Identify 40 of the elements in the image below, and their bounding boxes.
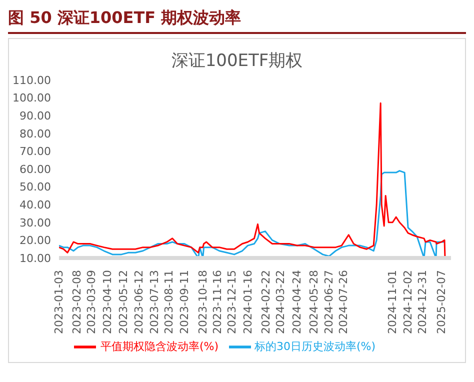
x-tick-label: 2024-12-31 [416,270,430,334]
y-tick-label: 70.00 [20,145,51,158]
chart-subtitle: 深证100ETF期权 [170,50,304,72]
line-series [59,170,446,258]
x-tick-label: 2024-03-22 [274,270,288,334]
x-tick-label: 2023-11-16 [210,270,224,334]
legend-label: 标的30日历史波动率(%) [254,340,376,354]
line-series [59,102,446,258]
x-tick-label: 2024-11-01 [386,270,400,334]
y-tick-label: 50.00 [20,180,51,194]
y-tick-label: 40.00 [20,198,51,212]
y-tick-label: 30.00 [20,216,51,230]
y-tick-label: 10.00 [20,252,51,265]
x-tick-label: 2023-06-12 [132,270,146,334]
legend-label: 平值期权隐含波动率(%) [100,340,218,354]
x-tick-label: 2023-04-10 [100,270,114,334]
x-tick-label: 2023-05-12 [116,270,130,334]
x-tick-label: 2024-05-28 [308,270,321,334]
x-tick-label: 2024-07-26 [337,270,350,334]
y-tick-label: 100.00 [12,92,51,105]
x-tick-label: 2024-12-02 [402,270,415,334]
x-tick-label: 2023-03-09 [84,270,98,334]
x-tick-label: 2023-12-15 [225,270,238,334]
y-tick-label: 90.00 [20,110,51,123]
x-tick-label: 2023-08-11 [162,270,176,334]
x-tick-label: 2025-02-07 [435,270,448,334]
y-tick-label: 110.00 [12,74,51,87]
x-tick-label: 2023-09-11 [178,270,191,334]
x-tick-label: 2024-04-24 [290,270,304,334]
y-tick-label: 60.00 [20,162,51,176]
y-tick-label: 20.00 [20,234,51,248]
x-tick-label: 2023-01-03 [52,270,66,334]
x-tick-label: 2024-01-16 [241,270,254,334]
y-tick-label: 80.00 [20,127,51,140]
x-tick-label: 2023-02-08 [70,270,84,334]
x-tick-label: 2024-02-22 [260,270,273,334]
x-tick-label: 2024-06-27 [322,270,336,334]
x-tick-label: 2023-07-13 [148,270,161,334]
x-tick-label: 2023-10-18 [196,270,210,334]
chart-title: 图 50 深证100ETF 期权波动率 [8,8,466,34]
